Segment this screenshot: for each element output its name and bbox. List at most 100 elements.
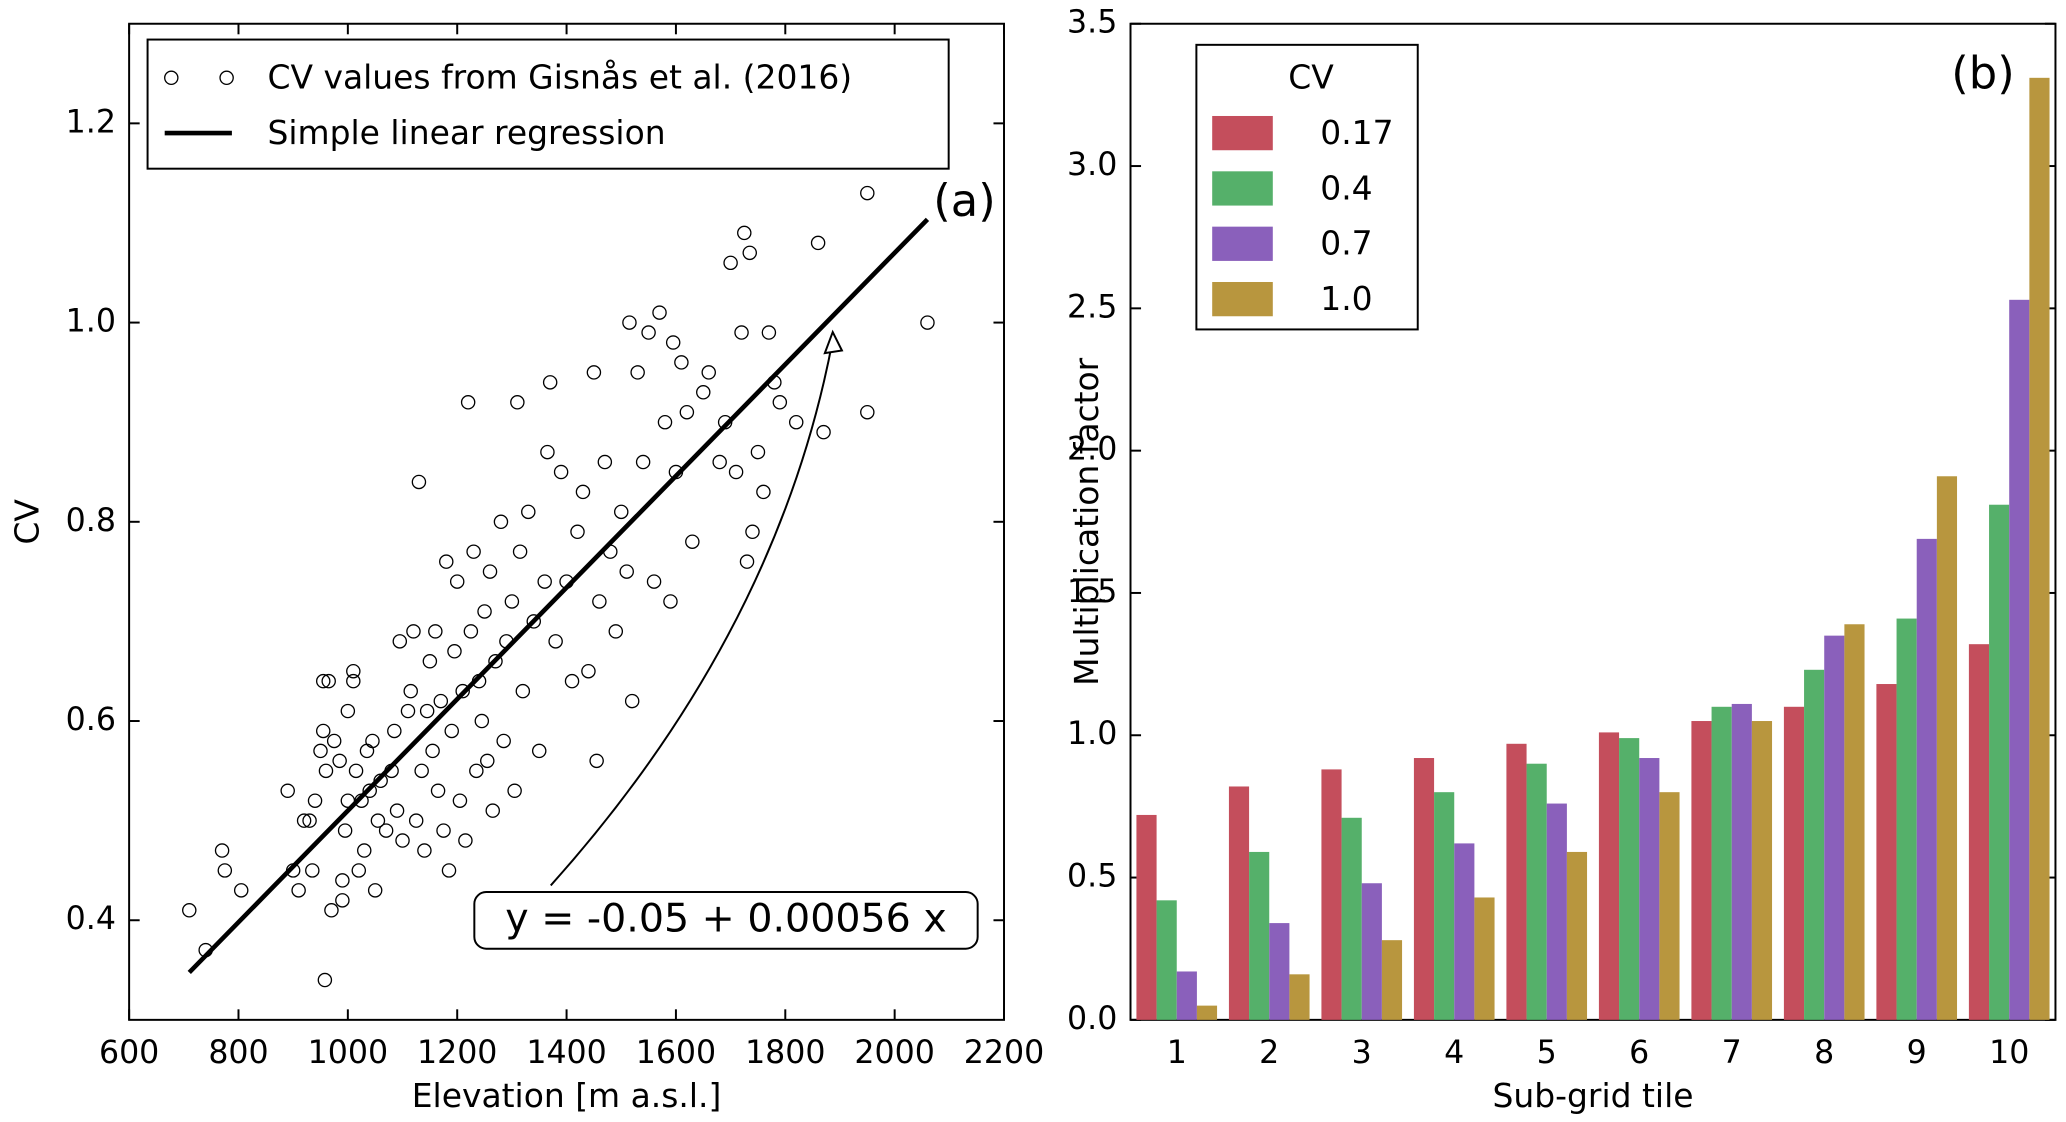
scatter-point [313,743,328,759]
x-tick-label: 1800 [745,1035,825,1071]
x-tick-label: 9 [1907,1035,1927,1071]
x-tick-label: 10 [1989,1035,2029,1071]
scatter-point [441,863,457,878]
bar [2029,77,2050,1020]
scatter-point [772,395,788,410]
y-tick-label: 1.0 [66,304,116,340]
bar [1824,635,1845,1020]
scatter-point [321,673,336,689]
bar [1916,538,1937,1020]
x-tick-label: 7 [1722,1035,1742,1071]
scatter-point [761,325,777,340]
bar [1566,851,1588,1020]
legend-swatch [1212,115,1273,151]
x-tick-label: 1400 [526,1035,606,1071]
x-axis-label: Elevation [m a.s.l.] [412,1076,722,1115]
y-tick-label: 2.0 [1067,432,1117,468]
bar [1546,803,1567,1020]
scatter-point [592,594,607,609]
bar [1751,721,1773,1020]
bar [1289,974,1310,1020]
legend-swatch [1212,226,1273,261]
y-tick-label: 2.5 [1067,289,1117,325]
bar [1176,971,1197,1020]
y-axis-label: CV [7,499,46,545]
bar [1506,743,1527,1020]
bar [1196,1005,1218,1020]
bar [1989,504,2010,1020]
bar [1804,669,1825,1020]
scatter-point [365,733,380,749]
scatter-point [624,693,640,709]
bar [1341,817,1362,1020]
panel-label: (a) [933,174,995,227]
scatter-point [307,793,323,808]
bar [1454,843,1475,1020]
scatter-point [359,743,375,759]
scatter-point [512,544,528,559]
scatter-point [428,624,443,639]
bar [1659,792,1680,1020]
scatter-point [570,524,585,540]
legend-marker [164,70,179,86]
scatter-point [417,843,432,858]
scatter-point [586,365,602,380]
scatter-point [335,873,350,888]
x-tick-label: 8 [1814,1035,1834,1071]
x-tick-label: 5 [1537,1035,1557,1071]
annotation-box [473,891,979,950]
bar [1639,758,1660,1020]
scatter-point [315,723,331,739]
bar [1321,769,1342,1020]
legend-label: 0.17 [1320,113,1393,152]
scatter-point [317,972,333,988]
scatter-point [920,315,935,330]
x-tick-label: 1600 [636,1035,716,1071]
scatter-point [614,504,629,520]
scatter-point [348,763,364,779]
scatter-point [400,703,416,719]
scatter-point [447,644,462,659]
scatter-point [496,733,511,749]
scatter-point [810,235,826,251]
bar [1526,763,1547,1020]
scatter-point [214,843,230,858]
scatter-point [351,863,367,878]
scatter-point [537,574,552,589]
arrow-head [823,329,844,355]
scatter-point [540,444,555,460]
scatter-point [419,703,435,719]
y-tick-label: 0.5 [1067,859,1117,895]
scatter-point [635,454,651,470]
y-tick-label: 3.0 [1067,147,1117,183]
scatter-point [575,484,591,500]
scatter-point [652,305,667,320]
scatter-point [480,753,495,769]
scatter-point [482,564,498,579]
scatter-point [860,185,875,201]
scatter-point [696,385,711,400]
scatter-point [619,564,634,579]
scatter-point [521,504,536,520]
x-tick-label: 2000 [854,1035,934,1071]
scatter-point [302,813,317,828]
panel-label: (b) [1951,46,2014,99]
scatter-point [466,544,481,559]
bar [1711,706,1732,1020]
bar [1413,758,1435,1020]
scatter-point [474,713,490,729]
scatter-point [469,763,484,779]
x-tick-label: 1000 [308,1035,388,1071]
scatter-point [589,753,604,769]
x-tick-label: 3 [1352,1035,1372,1071]
bar [1783,706,1805,1020]
scatter-point [701,365,716,380]
scatter-point [515,683,531,699]
scatter-point [378,823,394,838]
bar [1896,618,1917,1020]
scatter-point [436,823,451,838]
x-tick-label: 4 [1444,1035,1464,1071]
x-tick-label: 1200 [417,1035,497,1071]
scatter-point [346,673,361,689]
